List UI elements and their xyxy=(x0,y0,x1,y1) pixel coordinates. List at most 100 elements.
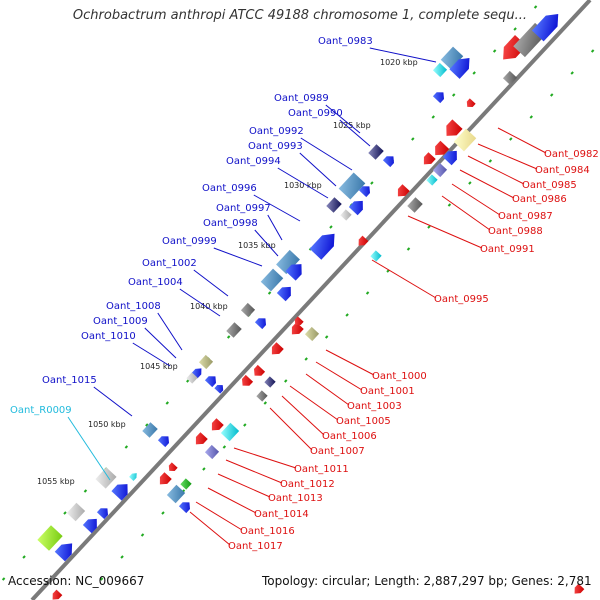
gene-feature[interactable] xyxy=(96,505,111,520)
gene-feature[interactable] xyxy=(356,235,369,249)
gene-feature[interactable] xyxy=(192,432,208,448)
gene-label-right[interactable]: Oant_1017 xyxy=(228,541,283,552)
gene-feature[interactable] xyxy=(502,70,518,86)
gene-feature[interactable] xyxy=(382,153,397,168)
gene-label-left[interactable]: Oant_0997 xyxy=(216,203,271,214)
gene-feature[interactable] xyxy=(440,46,464,70)
gene-feature[interactable] xyxy=(254,315,269,330)
gene-feature[interactable] xyxy=(214,382,225,394)
gene-label-left[interactable]: Oant_1008 xyxy=(106,301,161,312)
gene-label-left[interactable]: Oant_0999 xyxy=(162,236,217,247)
gene-feature[interactable] xyxy=(204,373,219,388)
gene-feature[interactable] xyxy=(220,422,240,442)
gene-feature[interactable] xyxy=(368,144,384,160)
gene-feature[interactable] xyxy=(260,268,284,292)
gene-feature[interactable] xyxy=(292,316,304,327)
gene-feature[interactable] xyxy=(240,302,256,318)
gene-feature[interactable] xyxy=(572,583,585,597)
gene-feature[interactable] xyxy=(264,376,276,388)
gene-label-right[interactable]: Oant_1003 xyxy=(347,401,402,412)
gene-feature[interactable] xyxy=(37,525,63,551)
gene-label-left[interactable]: Oant_1015 xyxy=(42,375,97,386)
gene-feature[interactable] xyxy=(178,499,193,514)
gene-label-left[interactable]: Oant_0998 xyxy=(203,218,258,229)
gene-feature[interactable] xyxy=(441,119,463,140)
gene-label-right[interactable]: Oant_0985 xyxy=(522,180,577,191)
gene-feature[interactable] xyxy=(426,174,438,186)
gene-feature[interactable] xyxy=(276,249,300,275)
gene-feature[interactable] xyxy=(432,162,448,178)
gene-label-right[interactable]: Oant_1006 xyxy=(322,431,377,442)
gene-feature[interactable] xyxy=(226,322,242,338)
gene-feature[interactable] xyxy=(95,467,117,489)
gene-feature[interactable] xyxy=(453,128,477,152)
gene-label-left[interactable]: Oant_0996 xyxy=(202,183,257,194)
gene-feature[interactable] xyxy=(285,259,306,281)
gene-label-left[interactable]: Oant_0992 xyxy=(249,126,304,137)
gene-feature[interactable] xyxy=(166,484,186,504)
gene-feature[interactable] xyxy=(442,147,461,166)
gene-label-right[interactable]: Oant_1005 xyxy=(336,416,391,427)
gene-feature[interactable] xyxy=(82,515,101,534)
gene-label-left[interactable]: Oant_0989 xyxy=(274,93,329,104)
gene-feature[interactable] xyxy=(309,228,341,260)
gene-feature[interactable] xyxy=(208,418,224,434)
gene-label-right[interactable]: Oant_0984 xyxy=(535,165,590,176)
gene-label-left[interactable]: Oant_0994 xyxy=(226,156,281,167)
gene-feature[interactable] xyxy=(288,322,304,338)
gene-feature[interactable] xyxy=(191,366,205,379)
gene-label-left[interactable]: Oant_1002 xyxy=(142,258,197,269)
gene-feature[interactable] xyxy=(432,89,447,104)
gene-label-left[interactable]: Oant_0993 xyxy=(248,141,303,152)
gene-label-right[interactable]: Oant_0987 xyxy=(498,211,553,222)
gene-feature[interactable] xyxy=(326,197,342,213)
gene-feature[interactable] xyxy=(186,372,198,384)
gene-feature[interactable] xyxy=(129,471,139,481)
gene-label-left[interactable]: Oant_1009 xyxy=(93,316,148,327)
gene-feature[interactable] xyxy=(370,250,382,262)
gene-feature[interactable] xyxy=(340,209,352,221)
gene-feature[interactable] xyxy=(338,172,366,200)
gene-feature[interactable] xyxy=(449,53,474,79)
gene-feature[interactable] xyxy=(156,472,172,488)
gene-label-right[interactable]: Oant_1001 xyxy=(360,386,415,397)
gene-label-right[interactable]: Oant_1016 xyxy=(240,526,295,537)
gene-feature[interactable] xyxy=(204,444,220,460)
gene-feature[interactable] xyxy=(304,326,320,342)
gene-feature[interactable] xyxy=(348,197,367,216)
gene-feature[interactable] xyxy=(239,374,254,389)
gene-label-right[interactable]: Oant_0991 xyxy=(480,244,535,255)
gene-feature[interactable] xyxy=(358,183,373,198)
gene-feature[interactable] xyxy=(431,140,450,159)
gene-label-left[interactable]: Oant_0990 xyxy=(288,108,343,119)
gene-feature[interactable] xyxy=(66,502,86,522)
gene-feature[interactable] xyxy=(268,342,284,358)
gene-label-right[interactable]: Oant_1007 xyxy=(310,446,365,457)
gene-feature[interactable] xyxy=(407,197,423,213)
gene-label-right[interactable]: Oant_0988 xyxy=(488,226,543,237)
gene-label-left[interactable]: Oant_1010 xyxy=(81,331,136,342)
gene-feature[interactable] xyxy=(54,539,78,562)
gene-feature[interactable] xyxy=(180,478,192,490)
gene-label-right[interactable]: Oant_1014 xyxy=(254,509,309,520)
gene-feature[interactable] xyxy=(420,152,436,168)
gene-label-right[interactable]: Oant_1011 xyxy=(294,464,349,475)
gene-label-left[interactable]: Oant_R0009 xyxy=(10,405,72,416)
gene-feature[interactable] xyxy=(111,479,132,501)
gene-label-right[interactable]: Oant_1000 xyxy=(372,371,427,382)
gene-feature[interactable] xyxy=(432,62,448,78)
gene-feature[interactable] xyxy=(394,184,410,200)
gene-feature[interactable] xyxy=(464,98,476,109)
gene-feature[interactable] xyxy=(256,390,268,402)
gene-label-right[interactable]: Oant_1012 xyxy=(280,479,335,490)
gene-feature[interactable] xyxy=(531,9,564,42)
gene-feature[interactable] xyxy=(157,433,172,448)
gene-feature[interactable] xyxy=(276,283,295,302)
gene-label-right[interactable]: Oant_0986 xyxy=(512,194,567,205)
gene-feature[interactable] xyxy=(142,422,158,438)
gene-label-right[interactable]: Oant_1013 xyxy=(268,493,323,504)
gene-label-left[interactable]: Oant_1004 xyxy=(128,277,183,288)
gene-label-right[interactable]: Oant_0995 xyxy=(434,294,489,305)
gene-feature[interactable] xyxy=(50,589,63,600)
gene-label-left[interactable]: Oant_0983 xyxy=(318,36,373,47)
